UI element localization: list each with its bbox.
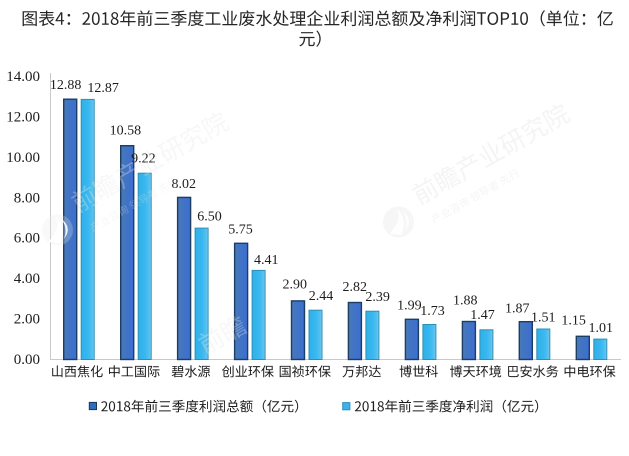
svg-text:1.01: 1.01 xyxy=(588,321,613,336)
svg-text:1.73: 1.73 xyxy=(420,304,445,319)
svg-text:1.88: 1.88 xyxy=(453,294,478,309)
svg-text:1.51: 1.51 xyxy=(531,311,556,326)
svg-text:2.82: 2.82 xyxy=(343,280,368,295)
svg-text:5.75: 5.75 xyxy=(228,223,253,238)
svg-text:6.50: 6.50 xyxy=(197,210,222,225)
svg-text:1.99: 1.99 xyxy=(397,299,422,314)
svg-text:2.39: 2.39 xyxy=(365,290,390,305)
svg-text:9.22: 9.22 xyxy=(131,152,156,167)
svg-text:2.00: 2.00 xyxy=(14,312,40,328)
svg-text:2.90: 2.90 xyxy=(283,277,308,292)
svg-text:10.58: 10.58 xyxy=(110,124,142,139)
svg-text:0.00: 0.00 xyxy=(14,352,40,368)
svg-text:14.00: 14.00 xyxy=(6,69,40,85)
svg-text:10.00: 10.00 xyxy=(6,150,40,166)
svg-text:8.00: 8.00 xyxy=(14,190,40,206)
svg-text:12.88: 12.88 xyxy=(50,78,82,93)
svg-text:1.47: 1.47 xyxy=(470,308,495,323)
svg-text:4.00: 4.00 xyxy=(14,271,40,287)
svg-text:1.15: 1.15 xyxy=(561,314,586,329)
svg-text:12.00: 12.00 xyxy=(6,110,40,126)
svg-text:2.44: 2.44 xyxy=(309,289,334,304)
svg-text:12.87: 12.87 xyxy=(87,81,119,96)
svg-text:1.87: 1.87 xyxy=(505,301,530,316)
svg-text:8.02: 8.02 xyxy=(172,177,197,192)
svg-text:4.41: 4.41 xyxy=(254,253,279,268)
svg-text:6.00: 6.00 xyxy=(14,231,40,247)
